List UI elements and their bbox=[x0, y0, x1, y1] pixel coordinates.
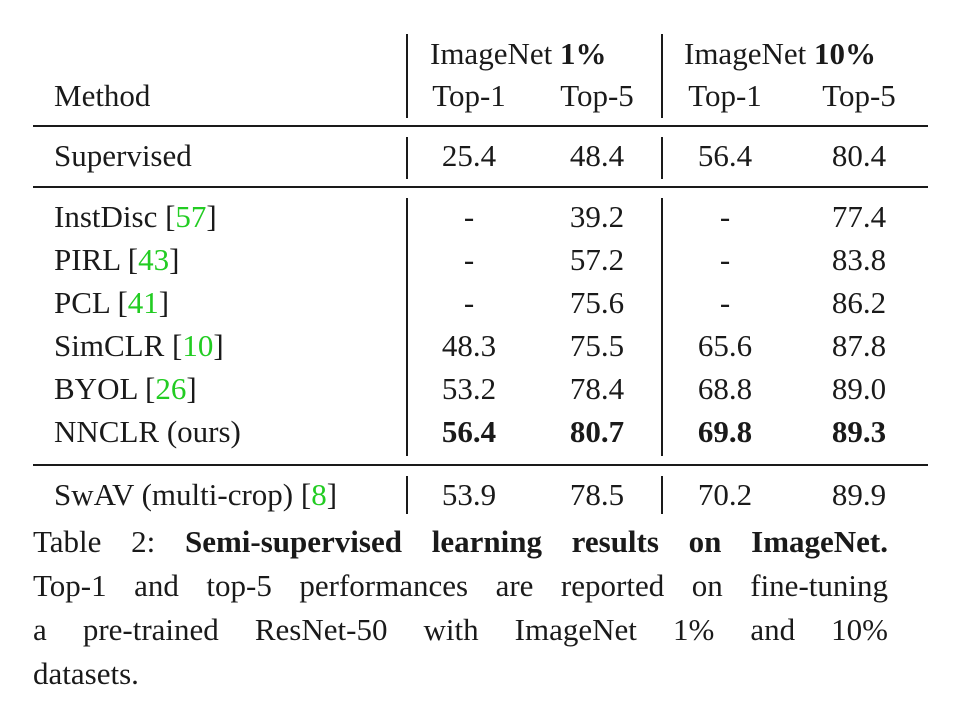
header-group-1pct-value: 1% bbox=[559, 36, 607, 71]
cell-top5-1pct: 78.5 bbox=[569, 477, 625, 512]
cell-top5-10pct: 77.4 bbox=[831, 199, 887, 234]
cell-top5-10pct: 83.8 bbox=[831, 242, 887, 277]
cell-top5-10pct: 89.0 bbox=[831, 371, 887, 406]
row-method: InstDisc [57] bbox=[54, 199, 217, 235]
vrule-mid-supervised bbox=[661, 137, 663, 179]
header-method: Method bbox=[54, 78, 151, 113]
cell-top5-1pct: 75.5 bbox=[569, 328, 625, 363]
header-group-1pct: ImageNet 1% bbox=[430, 36, 606, 72]
method-name: BYOL [ bbox=[54, 371, 156, 406]
header-group-10pct-prefix: ImageNet bbox=[684, 36, 814, 71]
header-top1-10pct: Top-1 bbox=[688, 78, 762, 113]
method-name: PCL [ bbox=[54, 285, 128, 320]
vrule-mid-methods bbox=[661, 198, 663, 456]
cell-top5-10pct: 87.8 bbox=[831, 328, 887, 363]
cell-top1-10pct: - bbox=[719, 242, 731, 277]
citation-link[interactable]: 43 bbox=[138, 242, 170, 277]
row-method: SimCLR [10] bbox=[54, 328, 224, 364]
cell-top1-1pct: - bbox=[463, 199, 475, 234]
vrule-left-methods bbox=[406, 198, 408, 456]
caption-line-4: datasets. bbox=[33, 656, 139, 691]
cell-top1-10pct: - bbox=[719, 199, 731, 234]
cell-top1-1pct: 56.4 bbox=[441, 414, 497, 449]
vrule-mid-header bbox=[661, 34, 663, 118]
cell-top5-1pct: 48.4 bbox=[569, 138, 625, 173]
cell-top1-10pct: - bbox=[719, 285, 731, 320]
cell-top5-10pct: 80.4 bbox=[831, 138, 887, 173]
citation-close: ] bbox=[186, 371, 197, 406]
vrule-mid-swav bbox=[661, 476, 663, 514]
cell-top1-10pct: 56.4 bbox=[697, 138, 753, 173]
caption-line-2: Top-1 and top-5 performances are reporte… bbox=[33, 568, 888, 603]
row-method: PCL [41] bbox=[54, 285, 169, 321]
cell-top1-10pct: 68.8 bbox=[697, 371, 753, 406]
cell-top1-10pct: 65.6 bbox=[697, 328, 753, 363]
method-name: SimCLR [ bbox=[54, 328, 183, 363]
cell-top5-10pct: 89.3 bbox=[831, 414, 887, 449]
rule-supervised bbox=[33, 186, 928, 188]
vrule-left-supervised bbox=[406, 137, 408, 179]
cell-top1-10pct: 69.8 bbox=[697, 414, 753, 449]
row-method: BYOL [26] bbox=[54, 371, 197, 407]
cell-top1-1pct: 25.4 bbox=[441, 138, 497, 173]
rule-header bbox=[33, 125, 928, 127]
cell-top5-10pct: 86.2 bbox=[831, 285, 887, 320]
citation-link[interactable]: 26 bbox=[155, 371, 187, 406]
row-method: Supervised bbox=[54, 138, 192, 174]
cell-top1-1pct: 53.9 bbox=[441, 477, 497, 512]
citation-link[interactable]: 57 bbox=[175, 199, 207, 234]
cell-top1-1pct: 48.3 bbox=[441, 328, 497, 363]
row-method: SwAV (multi-crop) [8] bbox=[54, 477, 337, 513]
vrule-left-header bbox=[406, 34, 408, 118]
citation-close: ] bbox=[213, 328, 224, 363]
cell-top5-10pct: 89.9 bbox=[831, 477, 887, 512]
header-top1-1pct: Top-1 bbox=[432, 78, 506, 113]
citation-close: ] bbox=[169, 242, 180, 277]
citation-link[interactable]: 41 bbox=[127, 285, 159, 320]
citation-close: ] bbox=[206, 199, 217, 234]
caption-line-1: Table 2: Semi-supervised learning result… bbox=[33, 520, 888, 564]
method-name: NNCLR (ours) bbox=[54, 414, 241, 449]
header-top5-1pct: Top-5 bbox=[560, 78, 634, 113]
cell-top5-1pct: 75.6 bbox=[569, 285, 625, 320]
method-name: Supervised bbox=[54, 138, 192, 173]
cell-top1-10pct: 70.2 bbox=[697, 477, 753, 512]
header-group-10pct: ImageNet 10% bbox=[684, 36, 876, 72]
cell-top1-1pct: 53.2 bbox=[441, 371, 497, 406]
cell-top5-1pct: 57.2 bbox=[569, 242, 625, 277]
caption-label: Table 2: bbox=[33, 524, 185, 559]
rule-methods bbox=[33, 464, 928, 466]
header-top5-10pct: Top-5 bbox=[822, 78, 896, 113]
caption-line-3: a pre-trained ResNet-50 with ImageNet 1%… bbox=[33, 612, 888, 647]
method-name: SwAV (multi-crop) [ bbox=[54, 477, 312, 512]
method-name: InstDisc [ bbox=[54, 199, 176, 234]
vrule-left-swav bbox=[406, 476, 408, 514]
cell-top1-1pct: - bbox=[463, 285, 475, 320]
citation-link[interactable]: 10 bbox=[182, 328, 214, 363]
citation-close: ] bbox=[326, 477, 338, 512]
citation-close: ] bbox=[158, 285, 170, 320]
method-name: PIRL [ bbox=[54, 242, 139, 277]
citation-link[interactable]: 8 bbox=[311, 477, 327, 512]
cell-top5-1pct: 80.7 bbox=[569, 414, 625, 449]
cell-top5-1pct: 78.4 bbox=[569, 371, 625, 406]
table-caption: Table 2: Semi-supervised learning result… bbox=[33, 520, 888, 696]
header-group-1pct-prefix: ImageNet bbox=[430, 36, 560, 71]
caption-title: Semi-supervised learning results on Imag… bbox=[184, 524, 888, 559]
cell-top5-1pct: 39.2 bbox=[569, 199, 625, 234]
header-group-10pct-value: 10% bbox=[813, 36, 876, 71]
row-method: NNCLR (ours) bbox=[54, 414, 241, 450]
cell-top1-1pct: - bbox=[463, 242, 475, 277]
row-method: PIRL [43] bbox=[54, 242, 179, 278]
